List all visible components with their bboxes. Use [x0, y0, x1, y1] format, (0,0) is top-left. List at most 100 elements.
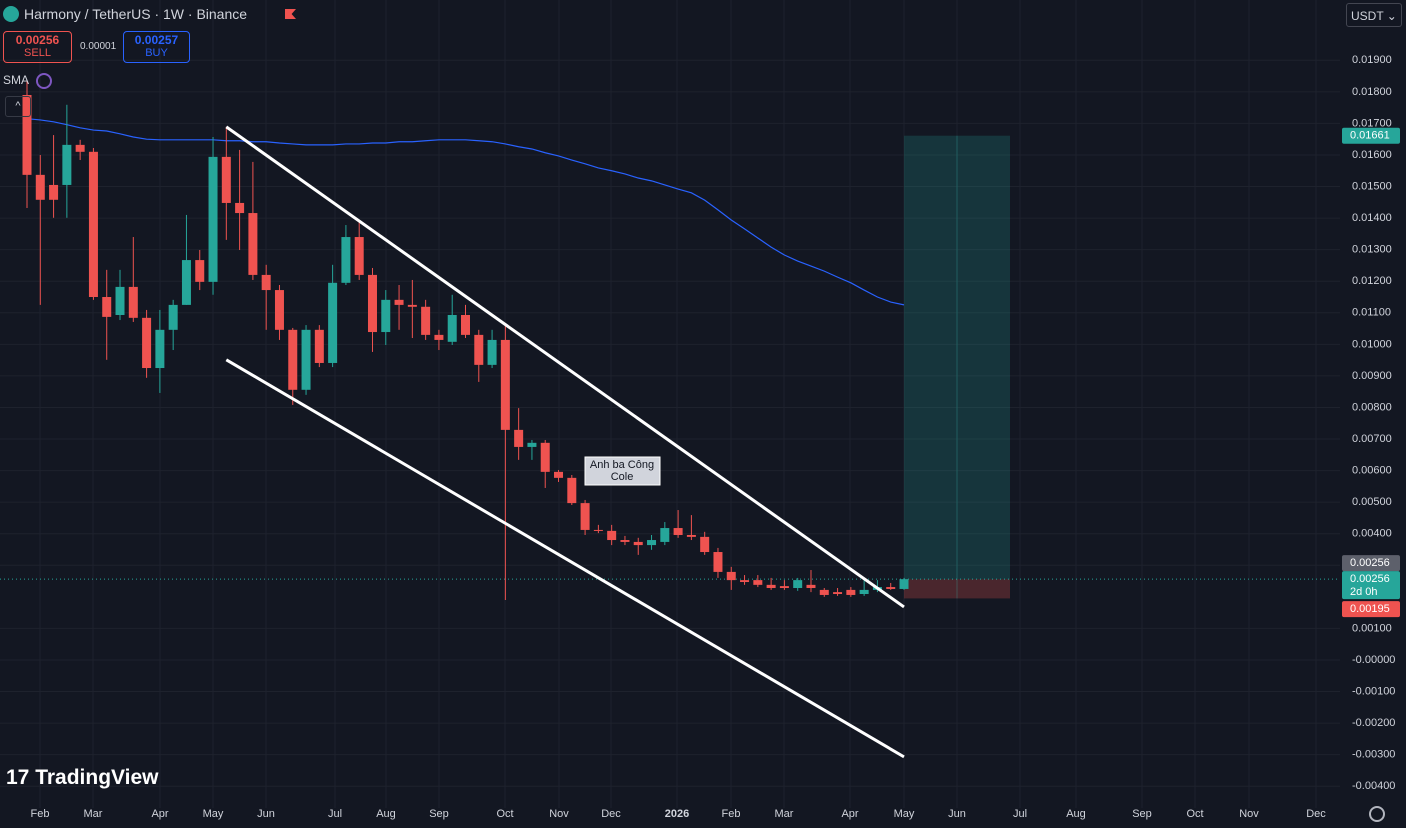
- candle-body: [833, 592, 843, 595]
- candle-body: [421, 306, 431, 335]
- brand-logo: 17 TradingView: [6, 766, 159, 790]
- candle-body: [22, 95, 32, 175]
- candle-body: [461, 314, 470, 335]
- indicator-label[interactable]: SMA: [3, 73, 30, 87]
- x-tick-label: Apr: [841, 808, 858, 820]
- candle-body: [633, 541, 643, 546]
- candle-body: [447, 314, 457, 342]
- currency: USDT: [1351, 9, 1384, 23]
- target-price-bg: [1342, 127, 1400, 144]
- x-tick-label: Mar: [84, 808, 103, 820]
- x-tick-label: Dec: [1306, 808, 1326, 820]
- x-tick-label: Aug: [376, 808, 396, 820]
- candle-body: [301, 329, 311, 390]
- candle-body: [779, 586, 789, 589]
- candle-body: [221, 156, 231, 203]
- candle-body: [766, 584, 776, 589]
- y-tick-label: 0.00100: [1352, 622, 1392, 634]
- candle-body: [753, 580, 763, 585]
- target-zone: [904, 135, 1010, 580]
- last-price-bg: [1342, 571, 1400, 600]
- candle-body: [407, 304, 417, 307]
- trendline: [225, 125, 905, 609]
- y-tick-label: -0.00300: [1352, 749, 1395, 761]
- symbol-icon: [3, 6, 19, 22]
- candle-body: [75, 144, 85, 152]
- stop-price: 0.00195: [1350, 603, 1390, 615]
- candle-body: [700, 536, 710, 553]
- y-tick-label: -0.00400: [1352, 780, 1395, 792]
- candle-body: [567, 477, 577, 504]
- target-price: 0.01661: [1350, 130, 1390, 142]
- note-text: Anh ba Công: [590, 459, 654, 471]
- candle-body: [168, 304, 178, 330]
- stop-price-bg: [1342, 601, 1400, 618]
- candle-body: [274, 290, 284, 330]
- x-tick-label: Mar: [775, 808, 794, 820]
- collapse-button[interactable]: ^: [5, 96, 31, 117]
- candle-body: [899, 579, 909, 589]
- candle-body: [62, 144, 72, 185]
- sell-button[interactable]: 0.00256 SELL: [3, 31, 72, 63]
- brand-mark: 17: [6, 766, 36, 789]
- y-tick-label: 0.01900: [1352, 54, 1392, 66]
- x-tick-label: Aug: [1066, 808, 1086, 820]
- candle-body: [261, 274, 271, 291]
- x-tick-label: May: [203, 808, 224, 820]
- candle-body: [128, 286, 138, 318]
- y-tick-label: 0.01400: [1352, 212, 1392, 224]
- y-tick-label: 0.01500: [1352, 180, 1392, 192]
- x-tick-label: Oct: [1186, 808, 1203, 820]
- candle-body: [819, 589, 829, 595]
- candle-body: [88, 151, 98, 298]
- x-tick-label: Dec: [601, 808, 621, 820]
- y-tick-label: 0.01100: [1352, 307, 1391, 319]
- candle-body: [487, 339, 497, 365]
- indicator-icon[interactable]: [36, 73, 52, 89]
- entry-price-bg: [1342, 555, 1400, 572]
- y-tick-label: 0.00800: [1352, 401, 1392, 413]
- candle-body: [726, 571, 736, 581]
- candle-body: [341, 237, 351, 283]
- candle-body: [155, 329, 165, 369]
- y-tick-label: 0.01300: [1352, 244, 1392, 256]
- candle-body: [115, 286, 125, 315]
- y-tick-label: -0.00200: [1352, 717, 1395, 729]
- candle-body: [102, 297, 112, 317]
- candle-body: [554, 471, 564, 478]
- x-tick-label: Nov: [1239, 808, 1259, 820]
- candle-body: [434, 334, 444, 340]
- candle-body: [540, 442, 550, 472]
- y-tick-label: 0.00700: [1352, 433, 1392, 445]
- candle-body: [394, 299, 404, 305]
- candle-body: [686, 534, 696, 537]
- candle-body: [527, 442, 537, 447]
- sell-price: 0.00256: [15, 33, 60, 47]
- candle-body: [248, 213, 258, 275]
- x-tick-label: Jul: [1013, 808, 1027, 820]
- brand: TradingView: [35, 766, 159, 789]
- candle-body: [607, 530, 617, 541]
- x-tick-label: Jul: [328, 808, 342, 820]
- candle-body: [713, 552, 723, 572]
- buy-button[interactable]: 0.00257 BUY: [123, 31, 190, 63]
- candle-body: [235, 202, 245, 214]
- y-tick-label: -0.00000: [1352, 654, 1395, 666]
- spread: 0.00001: [80, 41, 117, 52]
- candle-body: [381, 299, 391, 333]
- flag-icon[interactable]: [285, 9, 296, 19]
- symbol-title[interactable]: Harmony / TetherUS · 1W · Binance: [24, 6, 248, 22]
- candle-body: [580, 503, 590, 530]
- candle-body: [859, 589, 869, 595]
- x-tick-label: Nov: [549, 808, 569, 820]
- last-price-countdown: 2d 0h: [1350, 586, 1378, 598]
- sell-label: SELL: [24, 47, 51, 59]
- y-tick-label: 0.00400: [1352, 528, 1392, 540]
- x-tick-label: Sep: [1132, 808, 1152, 820]
- settings-icon[interactable]: [1369, 806, 1385, 822]
- candle-body: [793, 580, 803, 589]
- currency-dropdown[interactable]: USDT ⌄: [1346, 3, 1402, 27]
- x-tick-label: Feb: [31, 808, 50, 820]
